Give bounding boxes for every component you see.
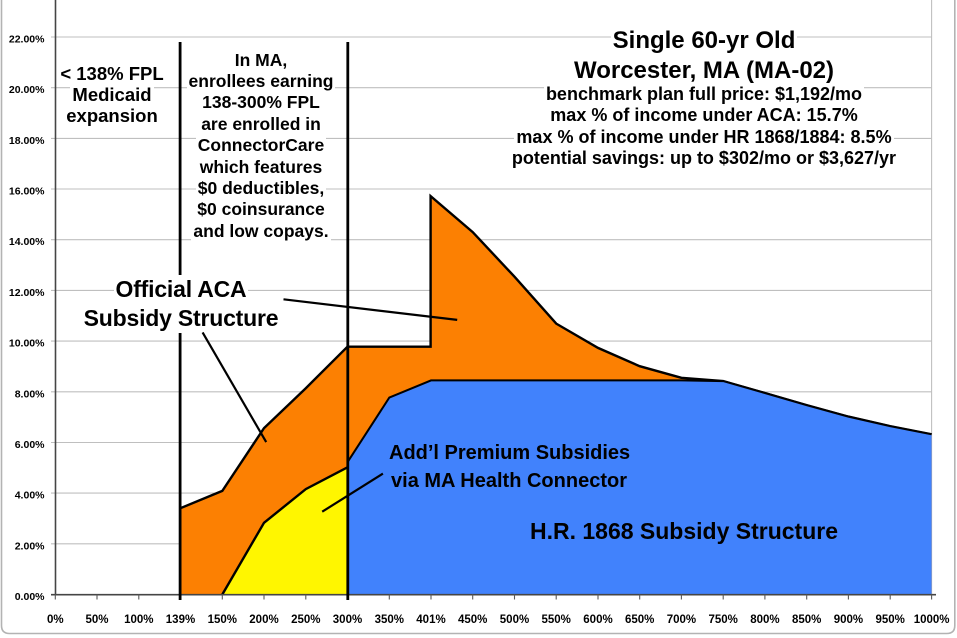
svg-text:1000%: 1000% [914,614,950,626]
svg-text:200%: 200% [249,614,278,626]
svg-text:150%: 150% [208,614,237,626]
svg-text:600%: 600% [583,614,612,626]
svg-text:350%: 350% [375,614,404,626]
svg-text:18.00%: 18.00% [9,135,45,147]
svg-text:0.00%: 0.00% [15,591,45,603]
svg-text:2.00%: 2.00% [15,540,45,552]
svg-text:950%: 950% [875,614,904,626]
svg-text:401%: 401% [416,614,445,626]
svg-text:850%: 850% [792,614,821,626]
svg-text:250%: 250% [291,614,320,626]
svg-text:450%: 450% [458,614,487,626]
svg-text:800%: 800% [750,614,779,626]
svg-text:6.00%: 6.00% [15,439,45,451]
svg-text:4.00%: 4.00% [15,490,45,502]
svg-text:300%: 300% [333,614,362,626]
svg-text:750%: 750% [708,614,737,626]
svg-text:139%: 139% [166,614,195,626]
svg-text:500%: 500% [500,614,529,626]
svg-text:12.00%: 12.00% [9,287,45,299]
svg-text:14.00%: 14.00% [9,236,45,248]
svg-text:50%: 50% [85,614,108,626]
svg-text:8.00%: 8.00% [15,388,45,400]
svg-text:10.00%: 10.00% [9,338,45,350]
svg-text:700%: 700% [667,614,696,626]
svg-text:22.00%: 22.00% [9,34,45,46]
svg-text:20.00%: 20.00% [9,84,45,96]
svg-text:0%: 0% [47,614,64,626]
svg-text:900%: 900% [834,614,863,626]
svg-text:16.00%: 16.00% [9,186,45,198]
svg-text:650%: 650% [625,614,654,626]
svg-text:100%: 100% [124,614,153,626]
svg-text:550%: 550% [541,614,570,626]
